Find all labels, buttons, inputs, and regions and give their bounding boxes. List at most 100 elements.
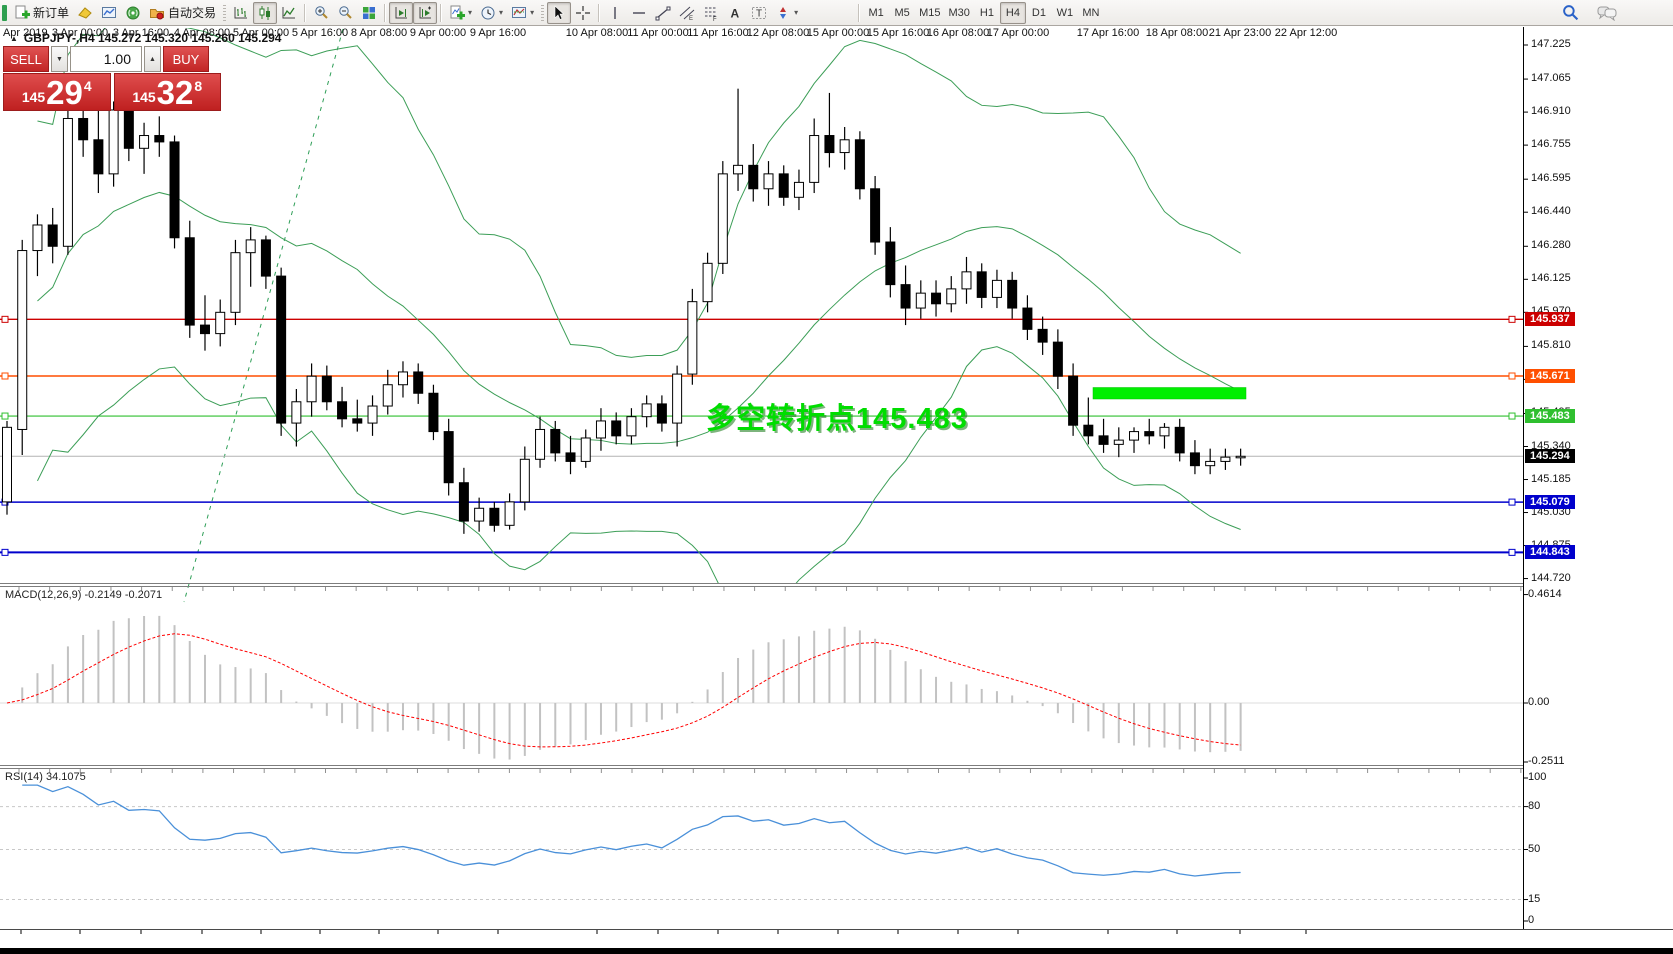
- collapse-arrow-icon[interactable]: ▲: [10, 33, 18, 43]
- periods-button[interactable]: ▾: [476, 2, 507, 24]
- time-tick-label: 15 Apr 16:00: [866, 27, 930, 39]
- bear-candle: [1007, 279, 1018, 309]
- vertical-line-icon: [614, 6, 616, 19]
- market-watch-button[interactable]: [73, 2, 97, 24]
- chat-button[interactable]: [1593, 2, 1621, 24]
- horizontal-line-icon: [633, 11, 646, 14]
- bull-candle: [108, 109, 119, 175]
- bear-candle: [443, 431, 454, 484]
- window-bottom-edge: [0, 948, 1673, 954]
- horizontal-line-button[interactable]: [627, 2, 651, 24]
- price-level-tag: 145.079: [1525, 495, 1575, 510]
- macd-label: MACD(12,26,9) -0.2149 -0.2071: [5, 589, 163, 601]
- new-order-button[interactable]: 新订单: [10, 2, 73, 24]
- dropdown-arrow-icon: ▾: [499, 7, 504, 17]
- templates-button[interactable]: ▾: [507, 2, 538, 24]
- timeframe-m30-button[interactable]: M30: [948, 6, 970, 19]
- bear-candle: [93, 139, 104, 175]
- bull-candle: [763, 173, 774, 190]
- indicators-button[interactable]: ▾: [445, 2, 476, 24]
- zoom-out-button[interactable]: [333, 2, 357, 24]
- timeframe-mn-button[interactable]: MN: [1082, 6, 1100, 19]
- volume-down-button[interactable]: ▼: [51, 46, 68, 72]
- price-tick-label: 146.280: [1531, 239, 1571, 252]
- time-tick-label: 4 Apr 08:00: [173, 27, 231, 39]
- panel-separator[interactable]: [0, 765, 1523, 766]
- chart-canvas[interactable]: [0, 27, 1673, 954]
- time-tick-label: 12 Apr 08:00: [746, 27, 810, 39]
- window-edge-icon: [2, 4, 7, 21]
- bull-candle: [687, 301, 698, 375]
- vertical-line-button[interactable]: [603, 2, 627, 24]
- buy-button[interactable]: BUY: [163, 46, 209, 72]
- volume-up-button[interactable]: ▲: [144, 46, 161, 72]
- volume-input[interactable]: [70, 46, 142, 72]
- bull-candle: [519, 458, 530, 503]
- time-tick-label: 17 Apr 00:00: [986, 27, 1050, 39]
- timeframe-m1-button[interactable]: M1: [868, 6, 884, 19]
- bull-candle: [580, 437, 591, 462]
- label-button[interactable]: T: [747, 2, 771, 24]
- new-order-icon: [15, 5, 30, 18]
- chart-shift-button[interactable]: [413, 1, 438, 24]
- bull-candle: [32, 224, 43, 252]
- zoom-in-button[interactable]: [309, 2, 333, 24]
- search-button[interactable]: [1558, 2, 1583, 24]
- line-chart-button[interactable]: [277, 2, 301, 24]
- channel-button[interactable]: E: [675, 2, 699, 24]
- bar-chart-button[interactable]: [229, 2, 253, 24]
- arrows-button[interactable]: ▾: [771, 2, 802, 24]
- bear-candle: [1052, 341, 1063, 377]
- crosshair-icon: [576, 5, 591, 20]
- sell-button[interactable]: SELL: [3, 46, 49, 72]
- autotrade-button[interactable]: 自动交易: [145, 2, 220, 24]
- trendline-icon: [655, 6, 671, 20]
- bull-candle: [62, 117, 73, 247]
- bull-candle: [672, 373, 683, 424]
- charts-window-button[interactable]: [97, 2, 121, 24]
- timeframe-w1-button[interactable]: W1: [1056, 6, 1074, 19]
- candlestick-button[interactable]: [253, 1, 278, 24]
- panel-separator[interactable]: [0, 583, 1523, 584]
- rsi-tick-label: 50: [1528, 842, 1541, 855]
- bull-candle: [367, 405, 378, 424]
- charts-window-icon: [102, 6, 117, 18]
- bull-candle: [1205, 460, 1216, 467]
- bull-candle: [733, 164, 744, 175]
- timeframe-d1-button[interactable]: D1: [1031, 6, 1046, 19]
- bear-candle: [428, 392, 439, 433]
- timeframe-h4-button[interactable]: H4: [999, 1, 1026, 24]
- buy-price-box[interactable]: 145 32 8: [113, 73, 221, 111]
- price-level-tag: 145.671: [1525, 369, 1575, 383]
- timeframe-m15-button[interactable]: M15: [919, 6, 941, 19]
- bull-candle: [245, 239, 256, 254]
- bollinger-lower-band: [37, 346, 1241, 583]
- time-tick-label: 18 Apr 08:00: [1145, 27, 1209, 39]
- price-axis-line: [1523, 27, 1524, 929]
- text-button[interactable]: A: [723, 2, 747, 24]
- fibonacci-button[interactable]: F: [699, 2, 723, 24]
- line-handle: [1, 372, 9, 380]
- bear-candle: [565, 452, 576, 462]
- bear-candle: [352, 418, 363, 424]
- price-tick-label: 147.225: [1531, 38, 1571, 50]
- auto-scroll-button[interactable]: [389, 1, 414, 24]
- sell-price-box[interactable]: 145 29 4: [3, 73, 111, 111]
- time-tick-label: 9 Apr 00:00: [409, 27, 467, 39]
- bull-candle: [595, 420, 606, 439]
- timeframe-m5-button[interactable]: M5: [894, 6, 910, 19]
- cursor-button[interactable]: [547, 1, 572, 24]
- bull-candle: [915, 292, 926, 309]
- timeframe-h1-button[interactable]: H1: [979, 6, 994, 19]
- tile-windows-button[interactable]: [357, 2, 381, 24]
- svg-text:F: F: [713, 17, 717, 21]
- signal-button[interactable]: [121, 2, 145, 24]
- price-tick-label: 146.910: [1531, 105, 1571, 118]
- autotrade-icon: [150, 8, 165, 19]
- bear-candle: [276, 275, 287, 424]
- time-tick-label: 11 Apr 00:00: [627, 27, 689, 39]
- trendline-button[interactable]: [651, 2, 675, 24]
- toolbar-separator: [440, 3, 443, 22]
- time-tick-label: 21 Apr 23:00: [1208, 27, 1272, 39]
- crosshair-button[interactable]: [571, 2, 595, 24]
